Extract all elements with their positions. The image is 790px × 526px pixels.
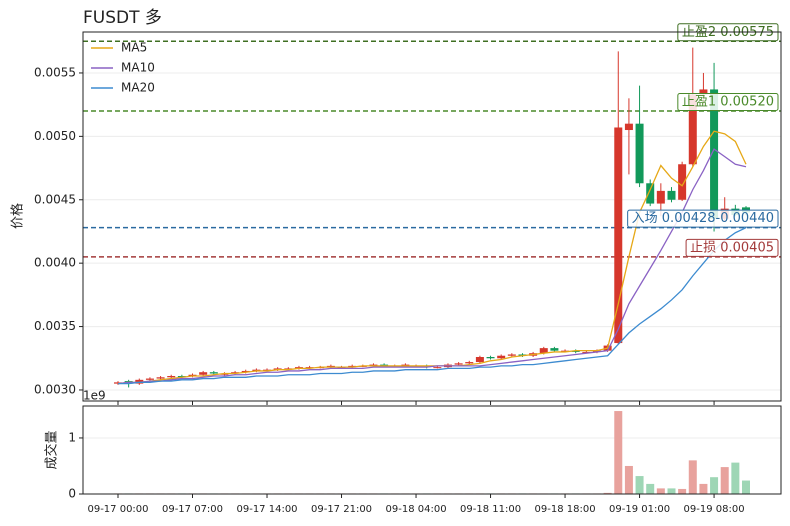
candle-body	[284, 368, 293, 370]
plot-frame	[82, 31, 782, 402]
candle-body	[454, 363, 463, 365]
candle-body	[156, 377, 165, 379]
candle-body	[263, 369, 272, 371]
x-tick-label: 09-19 08:00	[684, 504, 745, 515]
volume-bar	[720, 467, 729, 494]
volume-bar	[731, 462, 740, 494]
volume-bar	[688, 460, 697, 494]
candle-body	[667, 190, 676, 200]
volume-bar	[699, 483, 708, 494]
legend-label: MA20	[121, 81, 155, 95]
candle-body	[582, 351, 591, 353]
volume-bar	[656, 488, 665, 494]
volume-bar	[614, 411, 623, 494]
candle-body	[646, 183, 655, 204]
candle-body	[699, 89, 708, 95]
x-tick-label: 09-17 21:00	[311, 504, 372, 515]
level-label-box	[677, 92, 779, 111]
x-tick-label: 09-17 14:00	[236, 504, 297, 515]
candle-body	[550, 348, 559, 351]
volume-bar	[667, 488, 676, 494]
x-tick-label: 09-17 00:00	[87, 504, 148, 515]
candle-body	[199, 372, 208, 375]
level-label: 止盈1 0.00520	[677, 92, 779, 111]
level-label-text: 入场 0.00428-0.00440	[632, 211, 774, 226]
x-tick-label: 09-18 18:00	[535, 504, 596, 515]
x-tick-label: 09-17 07:00	[162, 504, 223, 515]
candle-body	[433, 367, 442, 369]
candle-body	[145, 378, 154, 380]
level-label-text: 止盈1 0.00520	[682, 94, 774, 109]
y-axis-label: 价格	[10, 203, 26, 229]
candle-body	[624, 123, 633, 131]
candle-body	[656, 190, 665, 204]
level-label-text: 止损 0.00405	[690, 240, 774, 255]
x-tick-label: 09-18 04:00	[386, 504, 447, 515]
volume-bar	[678, 488, 687, 494]
candle-body	[688, 94, 697, 165]
y-tick-label: 0.0050	[34, 129, 76, 143]
legend-label: MA5	[121, 41, 147, 55]
volume-bar	[742, 480, 750, 494]
candle-body	[465, 362, 474, 364]
y-tick-label: 1	[68, 430, 76, 444]
candle-body	[497, 355, 506, 359]
volume-bar	[646, 483, 655, 494]
candle-body	[678, 164, 687, 200]
level-label: 入场 0.00428-0.00440	[627, 209, 779, 228]
ma-line	[117, 148, 747, 385]
y-tick-label: 0.0035	[34, 319, 76, 333]
candle-body	[209, 372, 218, 374]
y-tick-label: 0.0045	[34, 192, 76, 206]
level-label-box	[627, 209, 779, 228]
candle-body	[507, 354, 516, 356]
y-tick-label: 0.0055	[34, 65, 76, 79]
chart-title: FUSDT 多	[83, 8, 162, 28]
y-tick-label: 0	[68, 487, 76, 501]
y-tick-label: 0.0040	[34, 256, 76, 270]
x-tick-label: 09-19 01:00	[609, 504, 670, 515]
plot-frame	[82, 405, 782, 495]
level-label: 止损 0.00405	[685, 238, 779, 257]
candle-body	[539, 348, 548, 354]
candle-body	[475, 356, 484, 363]
candle-body	[710, 89, 719, 219]
candle-body	[167, 376, 176, 378]
x-tick-label: 09-18 11:00	[460, 504, 521, 515]
offset-text: 1e9	[83, 389, 106, 403]
ma-line	[118, 227, 747, 385]
volume-axis-label: 成交量	[44, 430, 60, 469]
volume-bar	[635, 476, 644, 494]
volume-bar	[603, 492, 612, 494]
candle-body	[614, 127, 623, 344]
y-tick-label: 0.0030	[34, 382, 76, 396]
candle-body	[486, 356, 495, 359]
volume-bar	[710, 477, 719, 494]
candle-body	[561, 350, 570, 352]
candle-body	[635, 123, 644, 184]
level-label-box	[685, 238, 779, 257]
legend-label: MA10	[121, 61, 155, 75]
volume-bar	[624, 465, 633, 494]
